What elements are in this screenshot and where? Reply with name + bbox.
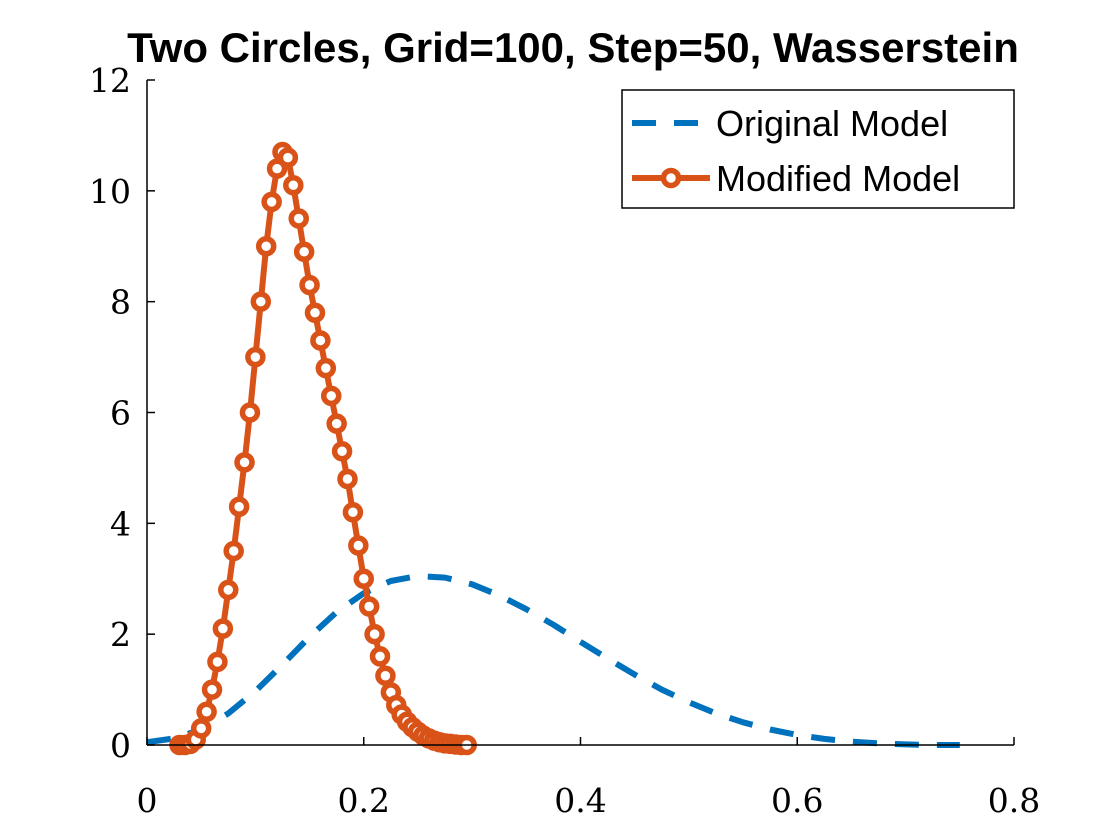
y-tick-label: 12 — [89, 61, 131, 100]
y-tick-label: 0 — [110, 726, 131, 765]
x-tick-label: 0.6 — [771, 781, 823, 820]
data-point — [196, 701, 217, 722]
data-point — [190, 718, 212, 739]
data-point — [358, 596, 380, 617]
data-point — [369, 646, 391, 667]
axes: 0 0.2 0.4 0.6 0.8 0 2 4 6 8 10 12 — [89, 61, 1040, 820]
data-point — [239, 402, 261, 423]
y-tick-label: 2 — [110, 615, 131, 654]
x-tick-label: 0 — [137, 781, 158, 820]
series-line-1 — [146, 573, 960, 748]
data-point — [218, 579, 239, 601]
x-tick-label: 0.2 — [338, 781, 390, 820]
legend-marker — [660, 167, 682, 189]
data-point — [353, 568, 374, 589]
legend-label-1: Original Model — [716, 103, 948, 144]
data-point — [261, 191, 282, 213]
legend-box — [621, 89, 1015, 209]
data-point — [277, 147, 299, 168]
data-point — [250, 291, 272, 312]
data-point — [315, 357, 337, 379]
data-point — [320, 385, 342, 407]
data-point — [234, 452, 255, 473]
data-point — [299, 274, 320, 296]
data-point — [223, 540, 244, 562]
data-point — [337, 468, 358, 490]
x-tick-label: 0.4 — [554, 781, 606, 820]
data-point — [342, 502, 364, 523]
data-point — [283, 175, 304, 196]
x-tick-label: 0.8 — [988, 781, 1040, 820]
data-point — [207, 651, 228, 673]
y-tick-label: 8 — [110, 283, 131, 322]
data-point — [201, 679, 223, 700]
data-point — [288, 208, 309, 229]
data-point — [212, 618, 234, 639]
data-point — [255, 236, 277, 257]
data-point — [375, 665, 396, 686]
data-point — [245, 346, 266, 368]
data-point — [331, 441, 353, 462]
data-point — [293, 241, 315, 263]
y-tick-label: 6 — [110, 394, 131, 433]
y-tick-label: 10 — [89, 172, 131, 211]
data-point — [348, 535, 369, 556]
data-point — [228, 496, 250, 517]
legend: Original Model Modified Model — [621, 89, 1015, 209]
data-point — [326, 413, 347, 434]
data-point — [304, 302, 326, 323]
legend-label-2: Modified Model — [716, 158, 960, 199]
chart-title: Two Circles, Grid=100, Step=50, Wasserst… — [127, 24, 1019, 71]
data-point — [310, 330, 331, 351]
plot-area — [146, 141, 960, 756]
y-tick-label: 4 — [110, 504, 131, 543]
data-point — [364, 623, 385, 645]
